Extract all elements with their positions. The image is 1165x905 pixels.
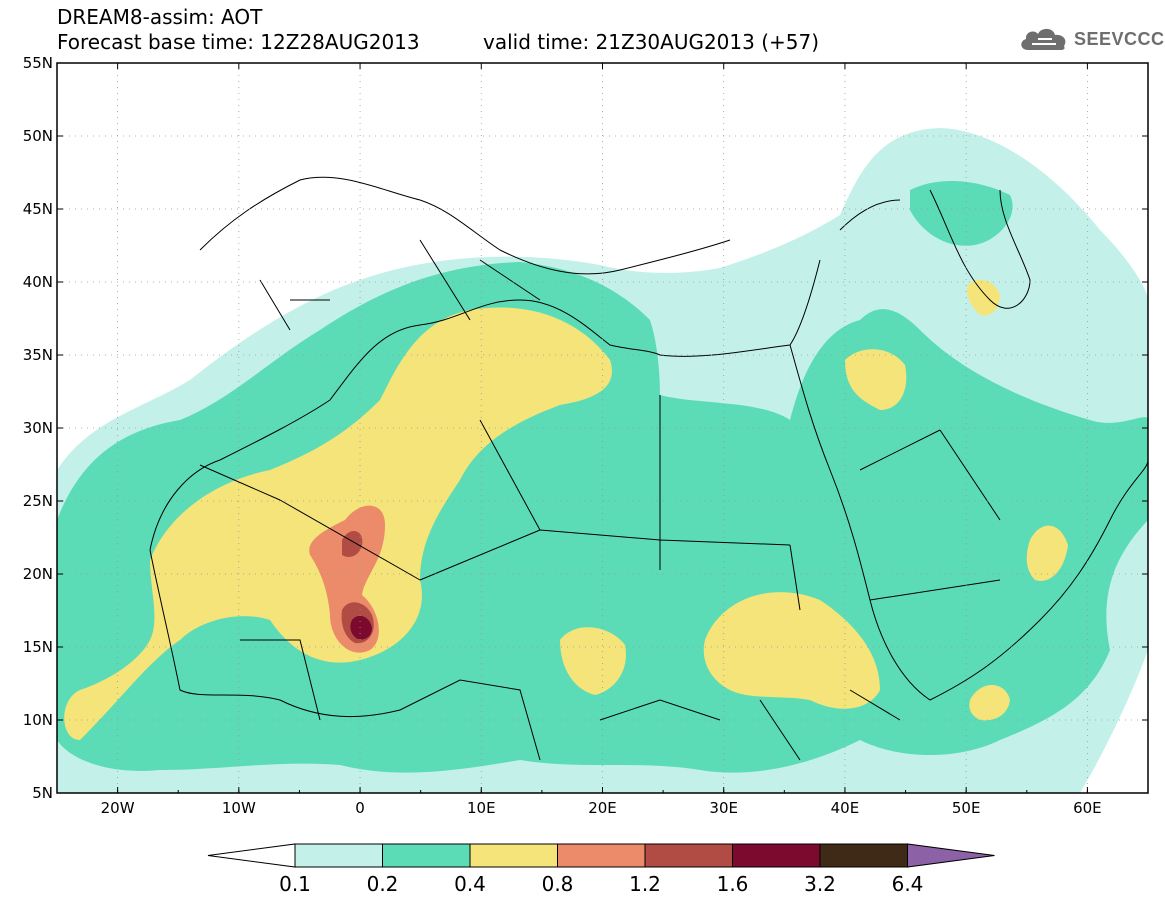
map-title: DREAM8-assim: AOT xyxy=(57,5,263,29)
seevccc-logo: SEEVCCC xyxy=(1018,24,1165,54)
colorbar-labels: 0.1 0.2 0.4 0.8 1.2 1.6 3.2 6.4 xyxy=(279,872,923,896)
colorbar-swatch xyxy=(732,843,821,868)
aot-band-0.2-caspian xyxy=(910,180,1013,246)
colorbar-swatch xyxy=(469,843,558,868)
lat-label: 55N xyxy=(23,54,53,72)
colorbar-label: 0.2 xyxy=(367,872,399,896)
colorbar-under-arrow xyxy=(207,843,296,868)
valid-time: valid time: 21Z30AUG2013 (+57) xyxy=(483,30,820,54)
aot-band-0.4-oman xyxy=(1026,525,1068,581)
latitude-labels: 55N 50N 45N 40N 35N 30N 25N 20N 15N 10N 5N xyxy=(23,54,1148,802)
lon-label: 0 xyxy=(355,799,365,817)
aot-band-0.4-ethiopia xyxy=(969,685,1010,721)
colorbar-label: 1.6 xyxy=(717,872,749,896)
colorbar-swatch xyxy=(557,843,646,868)
aot-band-0.4-chad xyxy=(560,627,626,695)
lon-label: 40E xyxy=(831,799,860,817)
lon-label: 60E xyxy=(1073,799,1102,817)
lon-label: 20E xyxy=(588,799,617,817)
lat-label: 50N xyxy=(23,127,53,145)
colorbar-swatch xyxy=(382,843,471,868)
lon-label: 50E xyxy=(952,799,981,817)
colorbar-swatch xyxy=(819,843,908,868)
lon-label: 30E xyxy=(709,799,738,817)
lat-label: 15N xyxy=(23,638,53,656)
coastlines xyxy=(149,176,1148,761)
longitude-labels: 20W 10W 0 10E 20E 30E 40E 50E 60E xyxy=(56,63,1149,817)
cloud-icon xyxy=(1021,28,1066,50)
colorbar-label: 0.8 xyxy=(542,872,574,896)
colorbar-label: 0.1 xyxy=(279,872,311,896)
colorbar-label: 6.4 xyxy=(892,872,924,896)
lon-label: 10E xyxy=(467,799,496,817)
colorbar xyxy=(207,843,995,868)
colorbar-over-arrow xyxy=(907,843,995,868)
aot-band-1.2 xyxy=(341,530,374,644)
aot-band-0.4-sudan xyxy=(703,592,880,709)
colorbar-swatch xyxy=(644,843,733,868)
lon-label: 10W xyxy=(222,799,256,817)
colorbar-label: 3.2 xyxy=(804,872,836,896)
lat-label: 45N xyxy=(23,200,53,218)
aot-contours xyxy=(57,128,1148,793)
colorbar-label: 0.4 xyxy=(454,872,486,896)
lat-label: 40N xyxy=(23,273,53,291)
lat-label: 30N xyxy=(23,419,53,437)
aot-band-0.4-caspian xyxy=(967,279,1000,316)
forecast-base-time: Forecast base time: 12Z28AUG2013 xyxy=(57,30,420,54)
lat-label: 20N xyxy=(23,565,53,583)
lon-label: 20W xyxy=(101,799,135,817)
lat-label: 5N xyxy=(32,784,53,802)
colorbar-swatch xyxy=(294,843,383,868)
lat-label: 25N xyxy=(23,492,53,510)
lat-label: 35N xyxy=(23,346,53,364)
logo-text: SEEVCCC xyxy=(1074,28,1165,49)
colorbar-label: 1.2 xyxy=(629,872,661,896)
aot-band-1.6 xyxy=(350,615,372,640)
aot-band-0.4-arabia xyxy=(845,349,907,410)
lat-label: 10N xyxy=(23,711,53,729)
